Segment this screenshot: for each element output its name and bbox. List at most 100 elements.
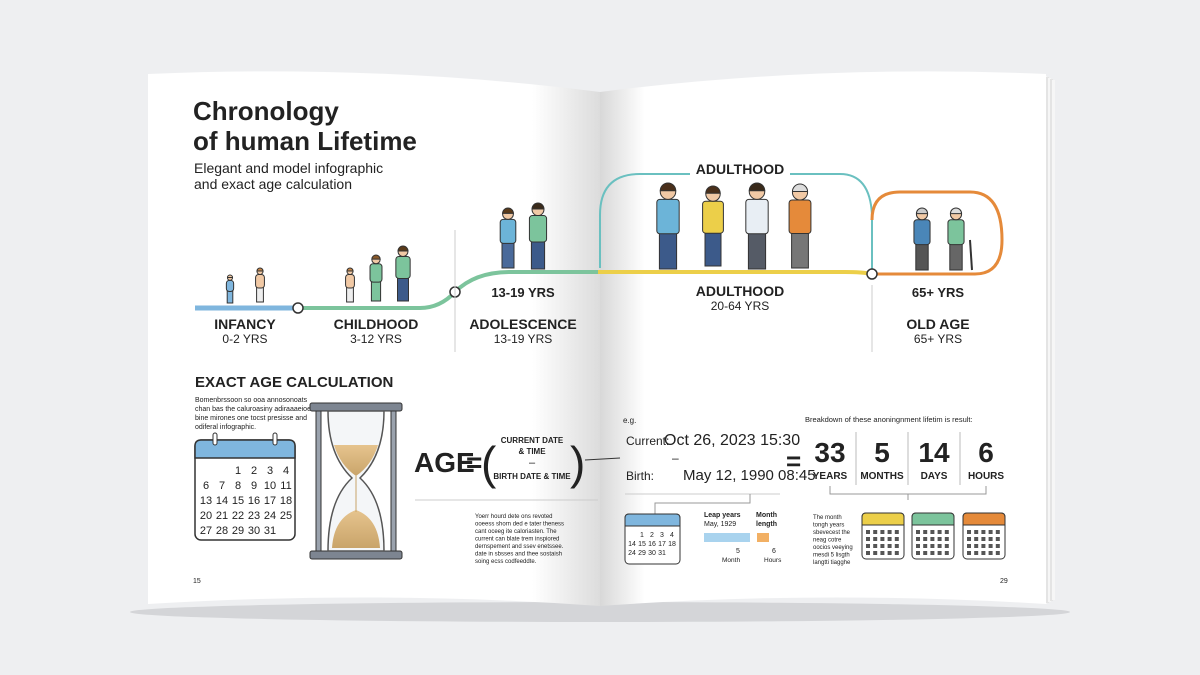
- section-text: bine mirones one tocst presisse and: [195, 415, 307, 422]
- calendar-day: 27: [200, 525, 212, 537]
- small-calendar-header: [911, 512, 955, 526]
- note-text: date in sbsses and thee sostaish: [475, 552, 562, 558]
- person-legs: [256, 286, 264, 303]
- calendar-cell: [880, 544, 885, 548]
- calendar-cell: [873, 544, 878, 548]
- person-hair: [346, 267, 354, 272]
- breakdown-title: Breakdown of these anoningnment lifetim …: [805, 415, 973, 424]
- person-hair: [915, 207, 929, 215]
- calendar-day: 1: [235, 465, 241, 477]
- person: [255, 267, 265, 303]
- section-text: chan bas the caluroasiny adiraaaeioe: [195, 406, 311, 413]
- current-label: Current:: [626, 434, 669, 448]
- calendar-cell: [944, 537, 949, 541]
- calendar-cell: [944, 544, 949, 548]
- section-text: odiferal infographic.: [195, 424, 256, 431]
- person-body: [345, 273, 355, 289]
- person: [225, 274, 235, 304]
- person-body: [369, 263, 383, 283]
- calendar-cell: [923, 537, 928, 541]
- calendar-cell: [916, 537, 920, 541]
- stage-upper-range: 65+ YRS: [912, 285, 964, 300]
- leap-unit: Month: [722, 557, 740, 564]
- calendar-day: 6: [203, 480, 209, 492]
- person-body: [255, 273, 265, 289]
- calendar-day: 4: [670, 532, 674, 539]
- calendar-day: 15: [638, 541, 646, 548]
- result-value: 5: [874, 437, 890, 468]
- person: [913, 207, 931, 271]
- person-legs: [397, 275, 409, 302]
- loop-label: ADULTHOOD: [696, 161, 784, 177]
- calendar-cell: [866, 551, 870, 555]
- book-shadow: [130, 602, 1070, 622]
- calendar-cell: [967, 544, 971, 548]
- person-hair: [502, 207, 514, 214]
- birth-label: Birth:: [626, 469, 654, 483]
- calendar-day: 14: [216, 495, 228, 507]
- calendar-cell: [988, 537, 993, 541]
- stage-range: 13-19 YRS: [494, 332, 552, 346]
- person-body: [913, 219, 931, 246]
- calendar-day: 24: [264, 510, 276, 522]
- calendar-day: 16: [648, 541, 656, 548]
- person-legs: [346, 286, 354, 303]
- calendar-day: 14: [628, 541, 636, 548]
- note-text: dernspement and ssev enetssee.: [475, 544, 564, 550]
- calendar-day: 9: [251, 480, 257, 492]
- calendar-cell: [988, 551, 993, 555]
- person-body: [395, 255, 411, 279]
- person: [499, 207, 517, 269]
- calendar-day: 31: [264, 525, 276, 537]
- calendar-cell: [974, 551, 979, 555]
- month-unit: Hours: [764, 557, 782, 564]
- formula-current: & TIME: [518, 447, 546, 456]
- person-body: [656, 198, 680, 235]
- calendar-day: 17: [264, 495, 276, 507]
- calendar-day: 13: [200, 495, 212, 507]
- stage-name: ADOLESCENCE: [469, 316, 576, 332]
- person-hair: [371, 254, 381, 260]
- calendar-cell: [995, 544, 1000, 548]
- result-value: 33: [814, 437, 845, 468]
- birth-value: May 12, 1990 08:45: [683, 467, 816, 484]
- calendar-cell: [873, 551, 878, 555]
- calendar-day: 29: [232, 525, 244, 537]
- timeline-node: [866, 268, 878, 280]
- calendar-day: 28: [216, 525, 228, 537]
- calendar-day: 15: [232, 495, 244, 507]
- person-body: [225, 279, 235, 293]
- example-label: e.g.: [623, 416, 636, 425]
- connector: [584, 457, 621, 461]
- person-hair: [397, 245, 409, 252]
- person-hair: [226, 274, 234, 279]
- person: [395, 245, 411, 302]
- timeline-old: [870, 190, 1004, 276]
- calendar-cell: [995, 530, 1000, 534]
- calendar-day: 21: [216, 510, 228, 522]
- note-text: current can blate trem inspiored: [475, 537, 559, 543]
- current-value: Oct 26, 2023 15:30: [664, 432, 800, 449]
- formula-equals: =: [466, 447, 482, 478]
- calendar-cell: [988, 544, 993, 548]
- calendar-day: 18: [280, 495, 292, 507]
- small-calendar-header: [861, 512, 905, 526]
- stage-upper-range: 13-19 YRS: [491, 285, 555, 300]
- calendar-cell: [880, 530, 885, 534]
- calendar-cell: [866, 537, 870, 541]
- calendar-cell: [967, 530, 971, 534]
- note-text: ooeess shorn ded e tater theness: [475, 522, 564, 528]
- stage-name: INFANCY: [214, 316, 276, 332]
- person-body: [499, 218, 517, 244]
- result-unit: DAYS: [921, 471, 948, 482]
- stage-name: CHILDHOOD: [334, 316, 419, 332]
- hourglass-bottom: [309, 550, 403, 560]
- calendar-day: 8: [235, 480, 241, 492]
- note-text: tongh years: [813, 523, 844, 529]
- minus: –: [672, 451, 679, 465]
- bracket: [829, 486, 987, 500]
- person-body: [745, 198, 769, 235]
- formula-current: CURRENT DATE: [501, 436, 564, 445]
- person-hair: [949, 207, 963, 215]
- person: [702, 185, 724, 267]
